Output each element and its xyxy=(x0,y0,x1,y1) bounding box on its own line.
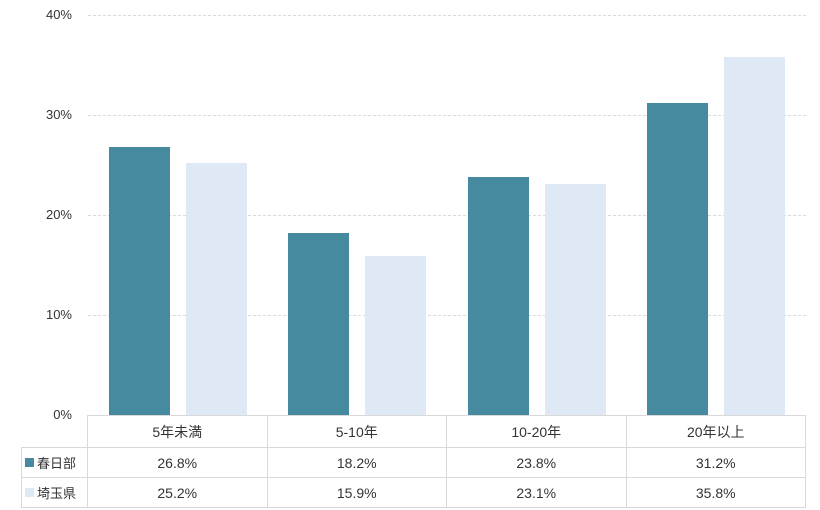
bar-埼玉県-10-20年 xyxy=(544,184,606,415)
value-cell: 26.8% xyxy=(87,447,268,478)
bar-埼玉県-20年以上 xyxy=(724,57,786,415)
bar-group xyxy=(627,15,807,415)
series-name-label: 春日部 xyxy=(37,456,77,471)
category-header-cell: 20年以上 xyxy=(625,415,806,448)
series-row-header: 埼玉県 xyxy=(21,477,88,508)
bar-春日部-20年以上 xyxy=(647,103,709,415)
y-axis-tick-label: 40% xyxy=(45,7,72,22)
y-axis-tick-label: 20% xyxy=(45,207,72,222)
y-axis-tick-label: 30% xyxy=(45,107,72,122)
value-cell: 18.2% xyxy=(266,447,447,478)
series-row-春日部: 春日部 26.8% 18.2% 23.8% 31.2% xyxy=(21,447,806,478)
category-header-cell: 10-20年 xyxy=(446,415,627,448)
category-header-cell: 5-10年 xyxy=(266,415,447,448)
category-header-cell: 5年未満 xyxy=(87,415,268,448)
bar-group xyxy=(88,15,268,415)
data-table: 5年未満 5-10年 10-20年 20年以上春日部 26.8% 18.2% 23.8% 31… xyxy=(21,415,806,508)
legend-swatch-icon xyxy=(25,488,34,497)
value-cell: 31.2% xyxy=(625,447,806,478)
bar-group xyxy=(447,15,627,415)
series-row-埼玉県: 埼玉県 25.2% 15.9% 23.1% 35.8% xyxy=(21,477,806,508)
category-header-row: 5年未満 5-10年 10-20年 20年以上 xyxy=(22,415,806,448)
bar-埼玉県-5-10年 xyxy=(365,256,427,415)
bar-group xyxy=(268,15,448,415)
plot-area xyxy=(88,15,806,415)
value-cell: 23.1% xyxy=(446,477,627,508)
y-axis-tick-label: 10% xyxy=(45,307,72,322)
legend-swatch-icon xyxy=(25,458,34,467)
value-cell: 35.8% xyxy=(625,477,806,508)
series-row-header: 春日部 xyxy=(21,447,88,478)
bar-春日部-10-20年 xyxy=(467,177,529,415)
value-cell: 23.8% xyxy=(446,447,627,478)
bar-埼玉県-5年未満 xyxy=(185,163,247,415)
bar-春日部-5年未満 xyxy=(108,147,170,415)
series-name-label: 埼玉県 xyxy=(37,486,77,501)
value-cell: 25.2% xyxy=(87,477,268,508)
value-cell: 15.9% xyxy=(266,477,447,508)
y-axis-tick-label: 0% xyxy=(53,407,72,422)
bar-春日部-5-10年 xyxy=(288,233,350,415)
